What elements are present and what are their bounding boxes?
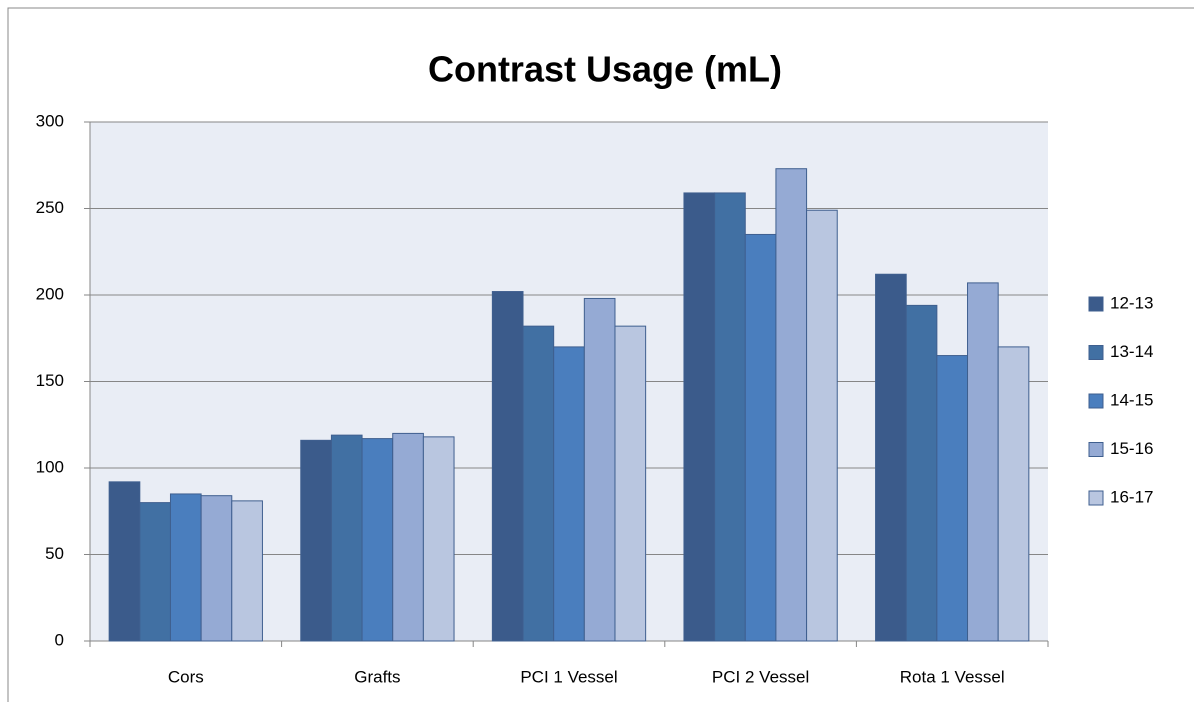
bar bbox=[522, 325, 555, 642]
bar bbox=[905, 304, 938, 642]
y-tick-label: 200 bbox=[36, 284, 64, 303]
legend-swatch bbox=[1088, 490, 1104, 506]
bar bbox=[744, 233, 777, 642]
bar bbox=[361, 438, 394, 642]
x-tick-label: PCI 1 Vessel bbox=[520, 667, 617, 686]
legend-label: 16-17 bbox=[1110, 487, 1153, 506]
bar bbox=[422, 436, 455, 642]
legend-label: 13-14 bbox=[1110, 342, 1153, 361]
bar bbox=[231, 500, 263, 642]
x-tick-label: PCI 2 Vessel bbox=[712, 667, 809, 686]
y-tick-label: 300 bbox=[36, 111, 64, 130]
x-tick-label: Cors bbox=[168, 667, 204, 686]
bar bbox=[714, 192, 746, 642]
bar bbox=[553, 346, 585, 642]
bar bbox=[967, 282, 999, 642]
legend-swatch bbox=[1088, 345, 1104, 360]
bar bbox=[775, 168, 808, 642]
bar bbox=[997, 346, 1030, 642]
legend-swatch bbox=[1088, 393, 1104, 409]
chart-title: Contrast Usage (mL) bbox=[428, 49, 782, 90]
bar bbox=[139, 502, 171, 642]
bar bbox=[806, 209, 838, 642]
bar bbox=[936, 355, 969, 642]
bar bbox=[392, 432, 424, 642]
legend-label: 12-13 bbox=[1110, 293, 1153, 312]
legend-swatch bbox=[1088, 296, 1104, 312]
y-tick-label: 100 bbox=[36, 457, 64, 476]
bar bbox=[614, 325, 647, 642]
y-tick-label: 150 bbox=[36, 371, 64, 390]
bar bbox=[330, 434, 363, 642]
legend-label: 15-16 bbox=[1110, 439, 1153, 458]
bar bbox=[169, 493, 202, 642]
y-tick-label: 0 bbox=[55, 630, 64, 649]
legend-swatch bbox=[1088, 442, 1104, 457]
y-tick-label: 250 bbox=[36, 198, 64, 217]
bar bbox=[683, 192, 716, 642]
bar bbox=[200, 495, 233, 642]
chart-frame bbox=[7, 7, 1194, 702]
bar bbox=[300, 439, 332, 642]
bar bbox=[875, 273, 907, 642]
x-tick-label: Grafts bbox=[354, 667, 400, 686]
bar bbox=[491, 291, 524, 642]
bar bbox=[583, 297, 616, 642]
bar bbox=[108, 481, 141, 642]
x-tick-label: Rota 1 Vessel bbox=[900, 667, 1005, 686]
legend-label: 14-15 bbox=[1110, 390, 1153, 409]
y-tick-label: 50 bbox=[45, 544, 64, 563]
